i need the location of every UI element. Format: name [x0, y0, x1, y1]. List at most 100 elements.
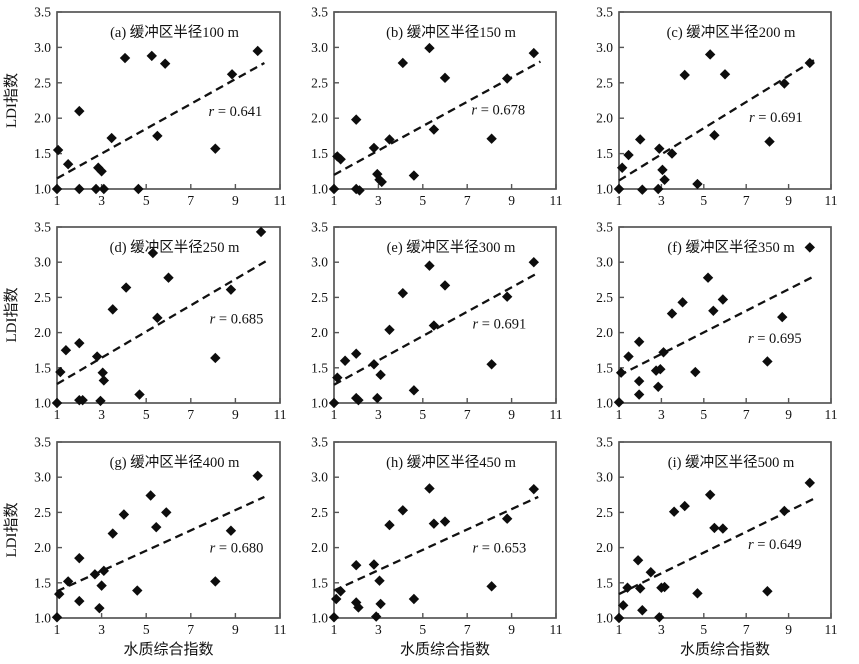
x-tick-label: 9 — [508, 193, 515, 208]
panel-title: (f) 缓冲区半径350 m — [667, 239, 795, 256]
data-point — [96, 580, 107, 591]
y-tick-label: 3.0 — [596, 40, 613, 55]
y-axis: 1.0 1.5 2.0 2.5 3.0 3.5 — [311, 220, 339, 411]
data-point — [255, 226, 267, 238]
data-point — [147, 247, 159, 259]
data-point — [97, 367, 108, 378]
scatter-panel-h: 1 3 5 7 9 11 1.0 1.5 2.0 2.5 3.0 3.5 (h) 缓冲区半径450 m r… — [293, 432, 570, 664]
r-label: r = 0.691 — [749, 110, 803, 126]
x-tick-label: 11 — [550, 622, 563, 637]
data-point — [119, 52, 131, 64]
scatter-panel-c: 1 3 5 7 9 11 1.0 1.5 2.0 2.5 3.0 3.5 (c) 缓冲区半径200 m r… — [570, 0, 859, 216]
data-point — [252, 470, 263, 481]
y-tick-label: 3.0 — [311, 470, 328, 485]
data-point — [439, 280, 451, 291]
data-point — [225, 525, 237, 536]
data-points — [328, 257, 539, 409]
data-point — [486, 359, 497, 370]
x-tick-label: 5 — [143, 622, 150, 637]
x-tick-label: 9 — [785, 407, 792, 422]
y-tick-label: 2.0 — [311, 540, 328, 555]
scatter-panel-f: 1 3 5 7 9 11 1.0 1.5 2.0 2.5 3.0 3.5 (f) 缓冲区半径350 m r… — [570, 216, 859, 432]
x-axis: 1 3 5 7 9 11 — [54, 613, 287, 637]
data-point — [666, 308, 678, 319]
y-tick-label: 2.5 — [311, 290, 328, 305]
y-tick-label: 3.5 — [596, 220, 613, 235]
data-point — [486, 581, 497, 592]
data-point — [51, 183, 63, 195]
trend-line — [333, 495, 539, 592]
data-point — [161, 507, 172, 518]
x-tick-label: 3 — [375, 407, 382, 422]
panel-title: (d) 缓冲区半径250 m — [110, 239, 240, 256]
x-tick-label: 5 — [143, 407, 150, 422]
y-tick-label: 2.5 — [596, 75, 613, 90]
data-points — [328, 42, 539, 196]
data-point — [615, 367, 627, 378]
data-point — [424, 42, 435, 54]
x-axis: 1 3 5 7 9 11 — [616, 613, 838, 637]
y-tick-label: 3.5 — [34, 220, 51, 235]
y-tick-label: 2.5 — [34, 75, 51, 90]
data-point — [779, 78, 790, 89]
data-point — [632, 555, 644, 566]
data-point — [252, 45, 263, 57]
data-point — [89, 569, 101, 580]
y-tick-label: 3.0 — [596, 255, 613, 270]
y-tick-label: 2.0 — [34, 540, 51, 555]
data-points — [51, 45, 263, 195]
y-tick-label: 1.5 — [311, 360, 328, 375]
data-point — [804, 57, 815, 69]
y-tick-label: 3.5 — [596, 435, 613, 450]
trend-line — [618, 275, 815, 377]
x-tick-label: 3 — [658, 193, 665, 208]
data-point — [659, 174, 670, 185]
data-point — [52, 144, 64, 156]
data-point — [424, 483, 435, 494]
data-point — [74, 183, 85, 195]
panel-g-svg: 1 3 5 7 9 11 1.0 1.5 2.0 2.5 3.0 3.5 (g) 缓冲区半径400 m r… — [3, 435, 287, 659]
r-label: r = 0.653 — [473, 541, 527, 557]
x-tick-label: 7 — [743, 407, 750, 422]
y-tick-label: 3.0 — [34, 255, 51, 270]
data-point — [645, 567, 656, 578]
trend-line — [56, 259, 268, 385]
data-point — [623, 149, 634, 161]
data-point — [528, 483, 539, 495]
data-point — [528, 47, 539, 59]
y-tick-label: 2.5 — [34, 505, 51, 520]
data-point — [679, 69, 690, 81]
data-point — [152, 130, 163, 142]
data-point — [384, 519, 395, 531]
panel-title: (a) 缓冲区半径100 m — [110, 24, 240, 41]
x-tick-label: 9 — [785, 193, 792, 208]
y-tick-label: 1.5 — [596, 360, 613, 375]
data-point — [779, 505, 790, 517]
data-point — [633, 336, 645, 347]
r-label: r = 0.641 — [209, 104, 263, 120]
x-tick-label: 7 — [464, 193, 471, 208]
x-tick-label: 9 — [508, 407, 515, 422]
panel-title: (g) 缓冲区半径400 m — [110, 454, 240, 471]
x-axis-label: 水质综合指数 — [123, 641, 213, 658]
data-point — [145, 490, 156, 501]
x-axis-label: 水质综合指数 — [680, 641, 770, 658]
data-point — [374, 575, 385, 586]
data-point — [225, 284, 237, 295]
data-point — [146, 50, 157, 62]
data-point — [351, 348, 362, 359]
scatter-panel-b: 1 3 5 7 9 11 1.0 1.5 2.0 2.5 3.0 3.5 (b) 缓冲区半径150 m r… — [293, 0, 570, 216]
data-point — [55, 366, 66, 378]
y-tick-label: 2.5 — [34, 290, 51, 305]
y-axis: 1.0 1.5 2.0 2.5 3.0 3.5 — [34, 5, 62, 197]
data-point — [328, 183, 340, 195]
r-label: r = 0.680 — [210, 541, 264, 557]
data-point — [717, 523, 729, 534]
r-label: r = 0.649 — [748, 537, 802, 553]
r-label: r = 0.691 — [473, 316, 527, 332]
y-tick-label: 1.0 — [596, 396, 613, 411]
data-point — [635, 134, 646, 145]
x-tick-label: 1 — [331, 622, 338, 637]
y-axis: 1.0 1.5 2.0 2.5 3.0 3.5 — [311, 5, 339, 197]
